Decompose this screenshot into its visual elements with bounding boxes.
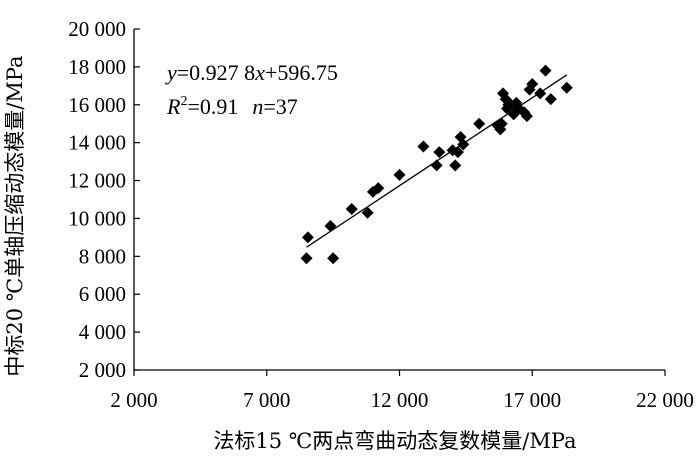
y-tick-label: 8 000 xyxy=(79,244,126,268)
eq-var-x: x xyxy=(254,60,265,85)
n-value: =37 xyxy=(263,94,297,119)
data-point xyxy=(451,146,464,159)
data-point xyxy=(327,252,340,265)
data-point xyxy=(393,168,406,181)
x-axis-title: 法标15 ℃两点弯曲动态复数模量/MPa xyxy=(213,429,576,453)
data-point xyxy=(560,81,573,94)
data-point xyxy=(361,206,374,219)
data-point xyxy=(301,231,314,244)
data-point xyxy=(473,117,486,130)
r-value: =0.91 xyxy=(187,94,238,119)
r-squared-label: R2=0.91 n=37 xyxy=(166,94,298,119)
eq-tail: +596.75 xyxy=(265,60,338,85)
data-point xyxy=(457,138,470,151)
data-point xyxy=(526,77,539,90)
y-tick-label: 12 000 xyxy=(68,169,126,193)
n-symbol: n xyxy=(252,94,263,119)
data-point xyxy=(324,220,337,233)
tick-labels: 2 000 4 000 6 000 8 000 10 000 12 000 14 000 16… xyxy=(68,17,694,412)
data-point xyxy=(520,110,533,123)
data-point xyxy=(430,159,443,172)
y-tick-label: 10 000 xyxy=(68,206,126,230)
data-point xyxy=(534,87,547,100)
r-symbol: R xyxy=(166,94,181,119)
eq-mid: =0.927 8 xyxy=(177,60,255,85)
x-tick-label: 17 000 xyxy=(503,388,561,412)
y-tick-label: 14 000 xyxy=(68,131,126,155)
data-point xyxy=(449,159,462,172)
data-points xyxy=(300,64,573,265)
x-tick-label: 7 000 xyxy=(243,388,290,412)
data-point xyxy=(433,146,446,159)
data-point xyxy=(345,202,358,215)
data-point xyxy=(491,119,504,132)
x-tick-label: 2 000 xyxy=(110,388,157,412)
data-point xyxy=(539,64,552,77)
data-point xyxy=(417,140,430,153)
y-tick-label: 16 000 xyxy=(68,93,126,117)
regression-equation: y=0.927 8x+596.75 xyxy=(165,60,338,85)
y-tick-label: 2 000 xyxy=(79,358,126,382)
y-tick-label: 18 000 xyxy=(68,55,126,79)
ticks xyxy=(133,28,666,376)
x-tick-label: 12 000 xyxy=(371,388,429,412)
eq-var-y: y xyxy=(165,60,177,85)
data-point xyxy=(372,182,385,195)
y-tick-label: 20 000 xyxy=(68,17,126,41)
data-point xyxy=(544,93,557,106)
r-superscript: 2 xyxy=(180,94,187,109)
y-tick-label: 6 000 xyxy=(79,282,126,306)
y-axis-title: 中标20 ℃单轴压缩动态模量/MPa xyxy=(3,55,27,376)
x-tick-label: 22 000 xyxy=(636,388,694,412)
data-point xyxy=(300,252,313,265)
y-tick-label: 4 000 xyxy=(79,320,126,344)
